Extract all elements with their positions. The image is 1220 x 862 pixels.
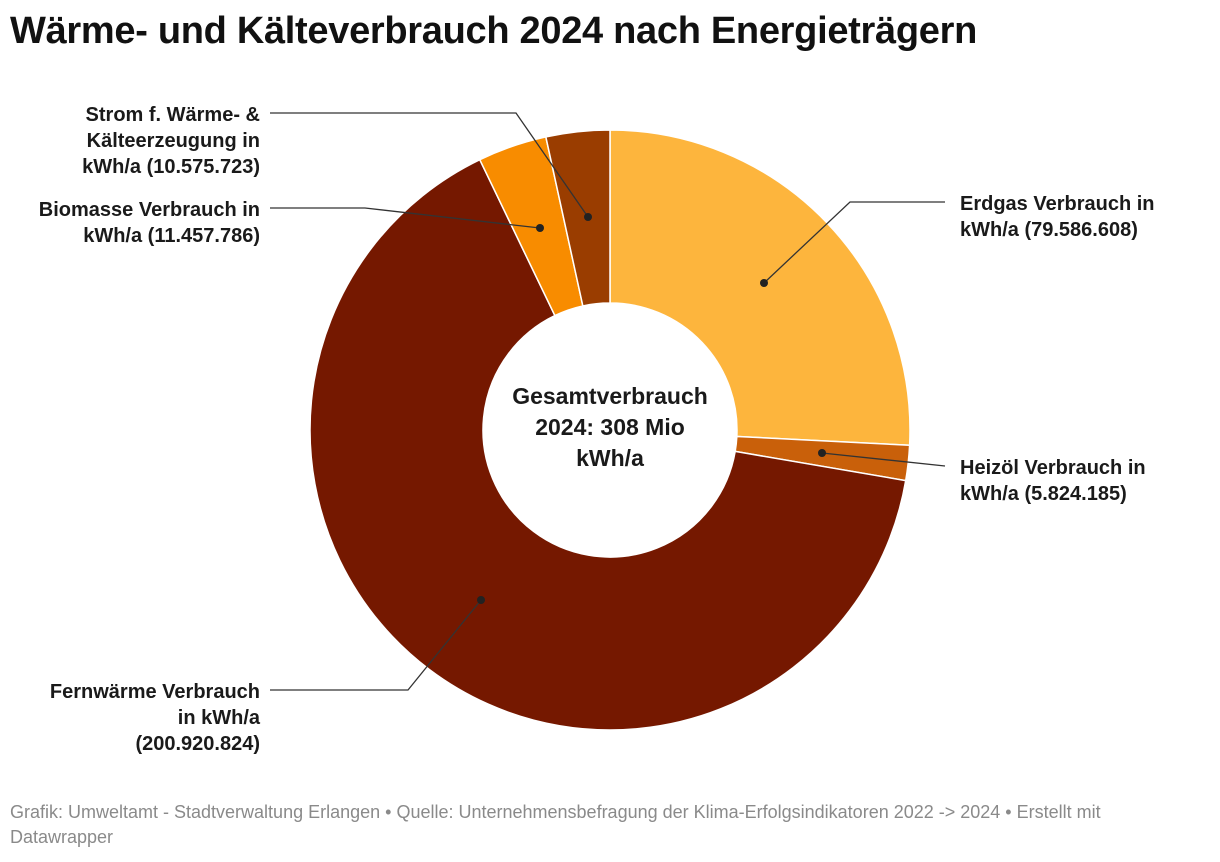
- label-erdgas-verbrauch-in-kwh-a: Erdgas Verbrauch in kWh/a (79.586.608): [960, 193, 1155, 241]
- leader-dot-heizoel-verbrauch-in-kwh-a: [818, 449, 826, 457]
- chart-footer: Grafik: Umweltamt - Stadtverwaltung Erla…: [10, 802, 1101, 847]
- center-label-text: Gesamtverbrauch 2024: 308 Mio kWh/a: [512, 383, 708, 471]
- slice-erdgas-verbrauch-in-kwh-a: [609, 129, 911, 447]
- leader-line-erdgas-verbrauch-in-kwh-a: [763, 201, 945, 284]
- label-strom-f-waerme-kaelteerzeugung-in-kwh-a: Strom f. Wärme- & Kälteerzeugung in kWh/a …: [82, 104, 260, 178]
- leader-line-strom-f-waerme-kaelteerzeugung-in-kwh-a: [270, 112, 589, 218]
- label-heizoel-verbrauch-in-kwh-a: Heizöl Verbrauch in kWh/a (5.824.185): [960, 457, 1146, 505]
- leader-dot-erdgas-verbrauch-in-kwh-a: [760, 279, 768, 287]
- label-fernwaerme-verbrauch-in-kwh-a: Fernwärme Verbrauch in kWh/a (200.920.824): [50, 681, 261, 755]
- label-leader-lines: [270, 112, 946, 691]
- leader-line-heizoel-verbrauch-in-kwh-a: [821, 452, 946, 467]
- leader-dot-fernwaerme-verbrauch-in-kwh-a: [477, 596, 485, 604]
- donut-slices: [309, 129, 911, 731]
- label-biomasse-verbrauch-in-kwh-a: Biomasse Verbrauch in kWh/a (11.457.786): [39, 199, 260, 247]
- leader-line-fernwaerme-verbrauch-in-kwh-a: [270, 599, 482, 691]
- slice-strom-f-waerme-kaelteerzeugung-in-kwh-a: [544, 129, 611, 307]
- center-label: Gesamtverbrauch 2024: 308 Mio kWh/a: [512, 383, 708, 471]
- slice-fernwaerme-verbrauch-in-kwh-a: [309, 158, 907, 731]
- leader-dot-biomasse-verbrauch-in-kwh-a: [536, 224, 544, 232]
- leader-line-biomasse-verbrauch-in-kwh-a: [270, 207, 541, 229]
- chart-title: Wärme- und Kälteverbrauch 2024 nach Ener…: [10, 10, 977, 52]
- leader-dot-strom-f-waerme-kaelteerzeugung-in-kwh-a: [584, 213, 592, 221]
- slice-labels: Erdgas Verbrauch in kWh/a (79.586.608) Hei…: [39, 104, 1155, 755]
